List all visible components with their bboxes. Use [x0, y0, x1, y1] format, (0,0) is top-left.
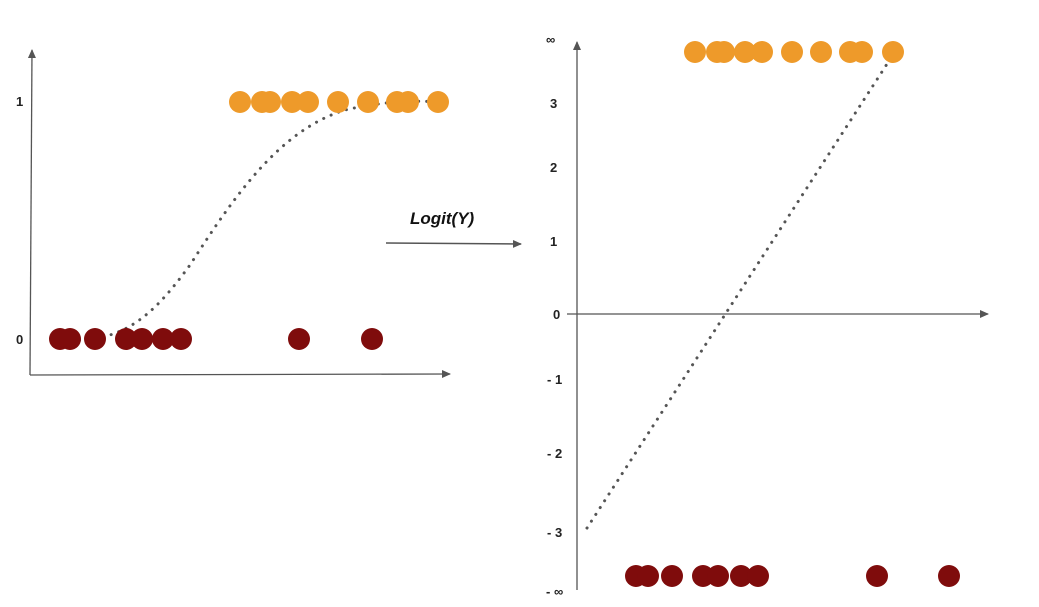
class-1-point	[327, 91, 349, 113]
class-1-point	[427, 91, 449, 113]
right-y-tick-minus-3: - 3	[547, 525, 562, 540]
class-1-point	[397, 91, 419, 113]
class-1-point	[882, 41, 904, 63]
right-y-tick-minus-1: - 1	[547, 372, 562, 387]
class-1-point	[734, 41, 756, 63]
right-y-tick-minus-2: - 2	[547, 446, 562, 461]
left-y-axis	[27, 49, 36, 376]
class-0-point	[131, 328, 153, 350]
class-1-point	[713, 41, 735, 63]
class-0-point	[938, 565, 960, 587]
class-0-point	[115, 328, 137, 350]
left-panel: 1 0	[16, 49, 451, 379]
class-1-point	[751, 41, 773, 63]
class-1-point	[684, 41, 706, 63]
left-class-1-points	[229, 91, 449, 113]
class-1-point	[851, 41, 873, 63]
logit-line	[585, 62, 889, 530]
transform-arrow-group: Logit(Y)	[385, 209, 522, 248]
class-0-point	[59, 328, 81, 350]
class-1-point	[810, 41, 832, 63]
right-y-tick-1: 1	[550, 234, 557, 249]
class-1-point	[259, 91, 281, 113]
class-1-point	[281, 91, 303, 113]
right-y-tick-minus-inf: - ∞	[546, 584, 563, 599]
class-0-point	[730, 565, 752, 587]
class-1-point	[229, 91, 251, 113]
left-x-axis	[29, 370, 451, 379]
class-0-point	[361, 328, 383, 350]
class-0-point	[637, 565, 659, 587]
right-panel: ∞ 3 2 1 0 - 1 - 2 - 3 - ∞	[546, 32, 989, 599]
right-y-tick-inf: ∞	[546, 32, 555, 47]
class-0-point	[866, 565, 888, 587]
class-0-point	[84, 328, 106, 350]
right-y-tick-0: 0	[553, 307, 560, 322]
transform-label: Logit(Y)	[410, 209, 475, 228]
class-1-point	[357, 91, 379, 113]
transform-arrow	[385, 239, 522, 248]
right-class-0-points	[625, 565, 960, 587]
class-0-point	[747, 565, 769, 587]
left-class-0-points	[49, 328, 383, 350]
left-y-tick-1: 1	[16, 94, 23, 109]
class-0-point	[152, 328, 174, 350]
class-1-point	[781, 41, 803, 63]
right-class-1-points	[684, 41, 904, 63]
right-y-tick-2: 2	[550, 160, 557, 175]
left-y-tick-0: 0	[16, 332, 23, 347]
class-0-point	[707, 565, 729, 587]
class-0-point	[170, 328, 192, 350]
right-y-tick-3: 3	[550, 96, 557, 111]
sigmoid-curve	[53, 99, 442, 343]
class-1-point	[297, 91, 319, 113]
class-0-point	[661, 565, 683, 587]
class-0-point	[288, 328, 310, 350]
